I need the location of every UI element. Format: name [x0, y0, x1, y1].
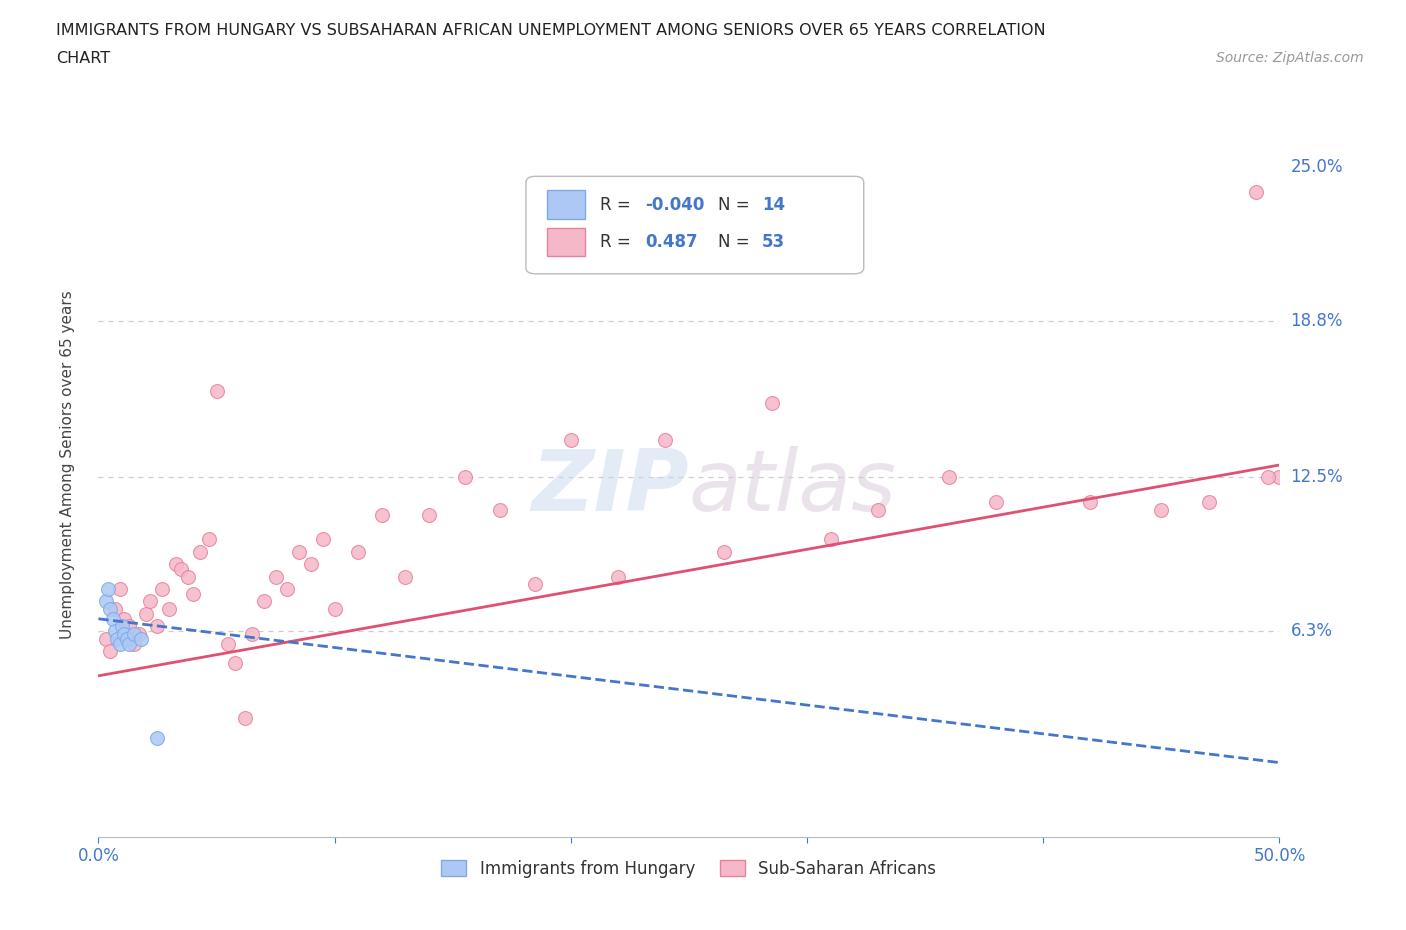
Point [129, 631, 152, 646]
Point [253, 594, 276, 609]
Point [312, 532, 335, 547]
Point [866, 502, 889, 517]
Point [181, 587, 204, 602]
Point [135, 606, 157, 621]
Point [177, 569, 200, 584]
Point [1257, 470, 1279, 485]
FancyBboxPatch shape [547, 228, 585, 256]
Point [217, 636, 239, 651]
Point [105, 631, 128, 646]
Point [524, 577, 547, 591]
Point [98, 644, 121, 658]
FancyBboxPatch shape [526, 177, 863, 273]
FancyBboxPatch shape [547, 191, 585, 219]
Text: N =: N = [718, 195, 755, 214]
Point [1150, 502, 1173, 517]
Point [1198, 495, 1220, 510]
Text: -0.040: -0.040 [645, 195, 704, 214]
Point [98, 602, 121, 617]
Point [112, 626, 135, 641]
Point [264, 569, 287, 584]
Point [394, 569, 416, 584]
Point [170, 562, 193, 577]
Point [233, 711, 256, 725]
Point [115, 631, 138, 646]
Point [1268, 470, 1291, 485]
Text: ZIP: ZIP [531, 445, 689, 529]
Text: atlas: atlas [689, 445, 897, 529]
Text: IMMIGRANTS FROM HUNGARY VS SUBSAHARAN AFRICAN UNEMPLOYMENT AMONG SENIORS OVER 65: IMMIGRANTS FROM HUNGARY VS SUBSAHARAN AF… [56, 23, 1046, 38]
Point [146, 618, 169, 633]
Point [489, 502, 512, 517]
Point [146, 730, 169, 745]
Point [654, 432, 676, 447]
Point [112, 611, 135, 626]
Text: 12.5%: 12.5% [1291, 469, 1343, 486]
Point [371, 507, 394, 522]
Point [94, 594, 117, 609]
Point [108, 636, 131, 651]
Point [122, 626, 145, 641]
Text: 53: 53 [762, 232, 786, 251]
Point [205, 383, 228, 398]
Point [122, 636, 145, 651]
Point [713, 544, 735, 559]
Text: 18.8%: 18.8% [1291, 312, 1343, 330]
Point [111, 618, 134, 633]
Point [104, 602, 127, 617]
Text: R =: R = [600, 195, 637, 214]
Point [418, 507, 440, 522]
Point [128, 626, 150, 641]
Point [820, 532, 842, 547]
Text: 6.3%: 6.3% [1291, 622, 1333, 640]
Point [607, 569, 630, 584]
Text: R =: R = [600, 232, 637, 251]
Text: Source: ZipAtlas.com: Source: ZipAtlas.com [1216, 51, 1364, 65]
Point [299, 557, 322, 572]
Point [157, 602, 180, 617]
Point [224, 656, 246, 671]
Legend: Immigrants from Hungary, Sub-Saharan Africans: Immigrants from Hungary, Sub-Saharan Afr… [434, 853, 943, 884]
Point [1080, 495, 1102, 510]
Point [101, 611, 124, 626]
Point [938, 470, 960, 485]
Point [276, 581, 298, 596]
Point [761, 395, 783, 410]
Point [188, 544, 211, 559]
Point [97, 581, 120, 596]
Text: 0.487: 0.487 [645, 232, 697, 251]
Point [198, 532, 221, 547]
Point [288, 544, 311, 559]
Point [104, 624, 127, 639]
Text: 25.0%: 25.0% [1291, 158, 1343, 177]
Point [1244, 185, 1267, 200]
Point [240, 626, 263, 641]
Point [94, 631, 117, 646]
Y-axis label: Unemployment Among Seniors over 65 years: Unemployment Among Seniors over 65 years [60, 291, 75, 640]
Point [118, 618, 141, 633]
Text: 14: 14 [762, 195, 786, 214]
Point [118, 636, 141, 651]
Point [984, 495, 1007, 510]
Point [139, 594, 162, 609]
Point [108, 581, 131, 596]
Point [453, 470, 475, 485]
Text: CHART: CHART [56, 51, 110, 66]
Text: N =: N = [718, 232, 755, 251]
Point [347, 544, 370, 559]
Point [165, 557, 187, 572]
Point [560, 432, 582, 447]
Point [150, 581, 173, 596]
Point [323, 602, 346, 617]
